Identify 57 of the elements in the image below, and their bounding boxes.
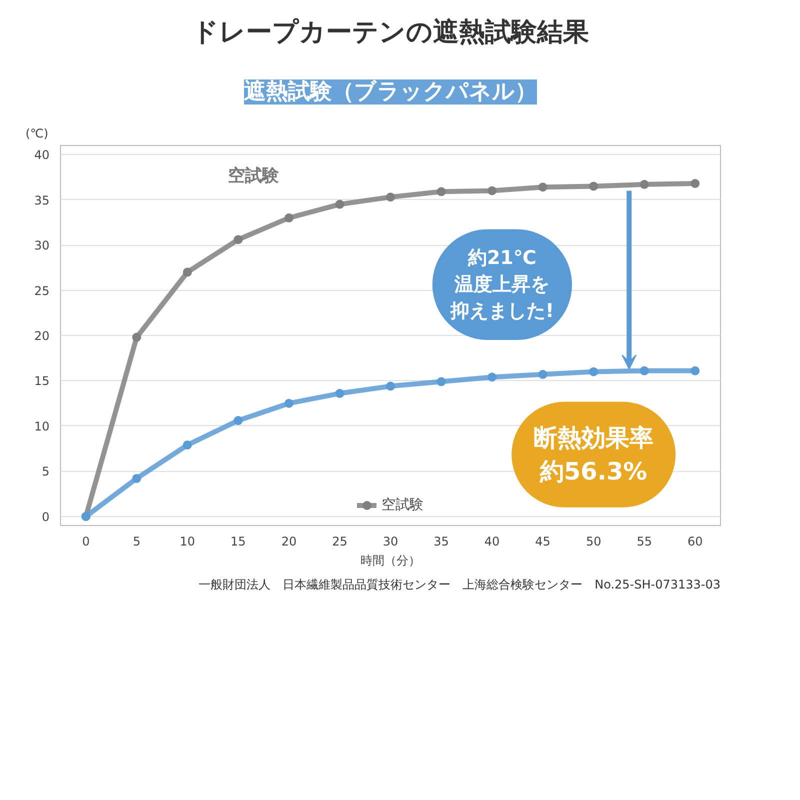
point — [234, 235, 243, 244]
y-tick-label: 15 — [34, 374, 50, 388]
x-tick-label: 50 — [586, 534, 602, 548]
point — [690, 366, 700, 376]
point — [436, 187, 446, 196]
chart-title: ドレープカーテンの遮熱試験結果 — [192, 18, 589, 48]
x-tick-label: 0 — [82, 534, 90, 548]
point — [640, 366, 649, 376]
point — [335, 200, 344, 209]
annotation: 温度上昇を抑えました! — [449, 274, 554, 322]
x-tick-label: 15 — [230, 534, 246, 548]
point — [386, 192, 395, 202]
point — [538, 370, 548, 379]
point — [640, 180, 649, 189]
x-tick-label: 30 — [382, 534, 398, 548]
point — [488, 186, 497, 196]
point — [589, 367, 598, 376]
text: 一般財団法人 日本繊維製品品質技術センター 上海総合検験センター No.25-SH-073133-03 — [198, 578, 721, 592]
point — [132, 474, 142, 483]
y-tick-label: 25 — [34, 284, 50, 298]
annotation: 空試験 — [228, 166, 280, 186]
x-tick-label: 5 — [132, 534, 140, 548]
y-tick-label: 0 — [42, 510, 50, 524]
point — [284, 398, 294, 408]
y-tick-label: 20 — [34, 329, 50, 343]
annotation: 約21℃ — [466, 247, 536, 270]
point — [436, 377, 446, 386]
point — [132, 332, 142, 342]
y-tick-label: 10 — [34, 419, 50, 434]
x-tick-label: 60 — [687, 534, 703, 548]
point — [234, 416, 243, 426]
x-tick-label: 40 — [484, 534, 500, 548]
legend-label: 空試験 — [382, 496, 424, 514]
point — [488, 372, 497, 382]
x-tick-label: 25 — [332, 534, 348, 548]
x-tick-label: 55 — [636, 534, 652, 548]
annotation: 約56.3% — [538, 457, 648, 486]
x-tick-label: 20 — [281, 534, 297, 548]
point — [690, 179, 700, 188]
x-tick-label: 10 — [180, 534, 196, 548]
point — [589, 182, 598, 191]
annotation: 断熱効果率 — [534, 424, 654, 452]
point — [182, 440, 192, 450]
chart-subtitle: 遮熱試験（ブラックパネル） — [244, 78, 537, 104]
x-tick-label: 45 — [535, 534, 550, 548]
y-axis-title: (℃) — [26, 126, 48, 140]
y-tick-label: 30 — [34, 238, 50, 253]
point — [538, 182, 548, 192]
y-tick-label: 40 — [34, 148, 50, 162]
x-tick-label: 35 — [434, 534, 449, 548]
point — [386, 382, 395, 391]
point — [335, 388, 344, 398]
point — [284, 213, 294, 222]
y-tick-label: 5 — [42, 464, 50, 479]
x-axis-title: 時間（分） — [360, 554, 420, 568]
point — [182, 268, 192, 277]
y-tick-label: 35 — [34, 193, 50, 208]
